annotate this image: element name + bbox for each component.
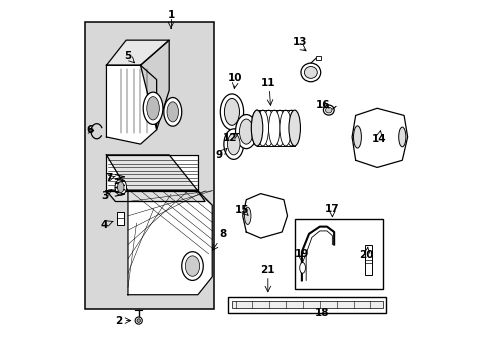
- Bar: [231, 301, 382, 309]
- Ellipse shape: [251, 110, 262, 146]
- Bar: [85, 22, 214, 309]
- Text: 10: 10: [228, 73, 242, 83]
- Text: 14: 14: [371, 134, 386, 144]
- Ellipse shape: [167, 102, 178, 122]
- Text: 3: 3: [101, 191, 108, 201]
- Bar: [364, 244, 371, 275]
- Circle shape: [137, 319, 140, 322]
- Ellipse shape: [163, 98, 182, 126]
- Ellipse shape: [268, 110, 280, 146]
- Bar: [228, 297, 386, 313]
- Ellipse shape: [353, 126, 361, 148]
- Polygon shape: [106, 40, 169, 65]
- Text: 11: 11: [260, 78, 274, 88]
- Ellipse shape: [288, 110, 300, 146]
- Text: 4: 4: [101, 220, 108, 230]
- Circle shape: [135, 317, 142, 324]
- Text: 7: 7: [105, 173, 112, 183]
- Ellipse shape: [220, 94, 243, 130]
- Ellipse shape: [280, 110, 291, 146]
- Ellipse shape: [224, 129, 243, 159]
- Ellipse shape: [325, 107, 331, 113]
- Ellipse shape: [323, 105, 333, 115]
- Text: 17: 17: [325, 204, 339, 214]
- Ellipse shape: [398, 127, 405, 147]
- Bar: [315, 56, 320, 59]
- Ellipse shape: [239, 119, 253, 144]
- Polygon shape: [106, 65, 156, 144]
- Ellipse shape: [251, 110, 262, 146]
- Ellipse shape: [235, 114, 257, 149]
- Ellipse shape: [257, 110, 268, 146]
- Text: 1: 1: [167, 10, 174, 20]
- Polygon shape: [242, 194, 287, 238]
- Polygon shape: [140, 40, 169, 130]
- Ellipse shape: [224, 98, 239, 125]
- Polygon shape: [106, 155, 198, 191]
- Text: 20: 20: [359, 250, 373, 260]
- Ellipse shape: [185, 256, 199, 276]
- Ellipse shape: [304, 67, 317, 78]
- Text: 13: 13: [292, 37, 306, 47]
- Ellipse shape: [301, 63, 320, 82]
- Ellipse shape: [143, 92, 163, 125]
- Text: 15: 15: [235, 206, 249, 216]
- Ellipse shape: [117, 182, 124, 193]
- Text: 16: 16: [316, 100, 330, 110]
- Ellipse shape: [227, 134, 240, 155]
- Ellipse shape: [244, 207, 250, 225]
- Polygon shape: [128, 191, 212, 295]
- Ellipse shape: [115, 179, 126, 195]
- Text: 8: 8: [219, 229, 226, 239]
- Text: 18: 18: [314, 308, 328, 318]
- Text: 6: 6: [86, 125, 93, 135]
- Text: 19: 19: [294, 248, 308, 258]
- Ellipse shape: [274, 110, 285, 146]
- Text: 9: 9: [215, 150, 223, 160]
- Text: 2: 2: [114, 316, 122, 325]
- Ellipse shape: [262, 110, 274, 146]
- Ellipse shape: [182, 252, 203, 280]
- Polygon shape: [351, 108, 407, 167]
- Bar: [117, 212, 124, 225]
- Ellipse shape: [299, 262, 305, 273]
- Polygon shape: [106, 155, 198, 191]
- Text: 5: 5: [124, 51, 131, 61]
- Ellipse shape: [285, 110, 297, 146]
- Bar: [294, 220, 382, 289]
- Polygon shape: [106, 191, 204, 202]
- Ellipse shape: [146, 96, 159, 120]
- Text: 12: 12: [223, 133, 237, 143]
- Text: 21: 21: [260, 265, 274, 275]
